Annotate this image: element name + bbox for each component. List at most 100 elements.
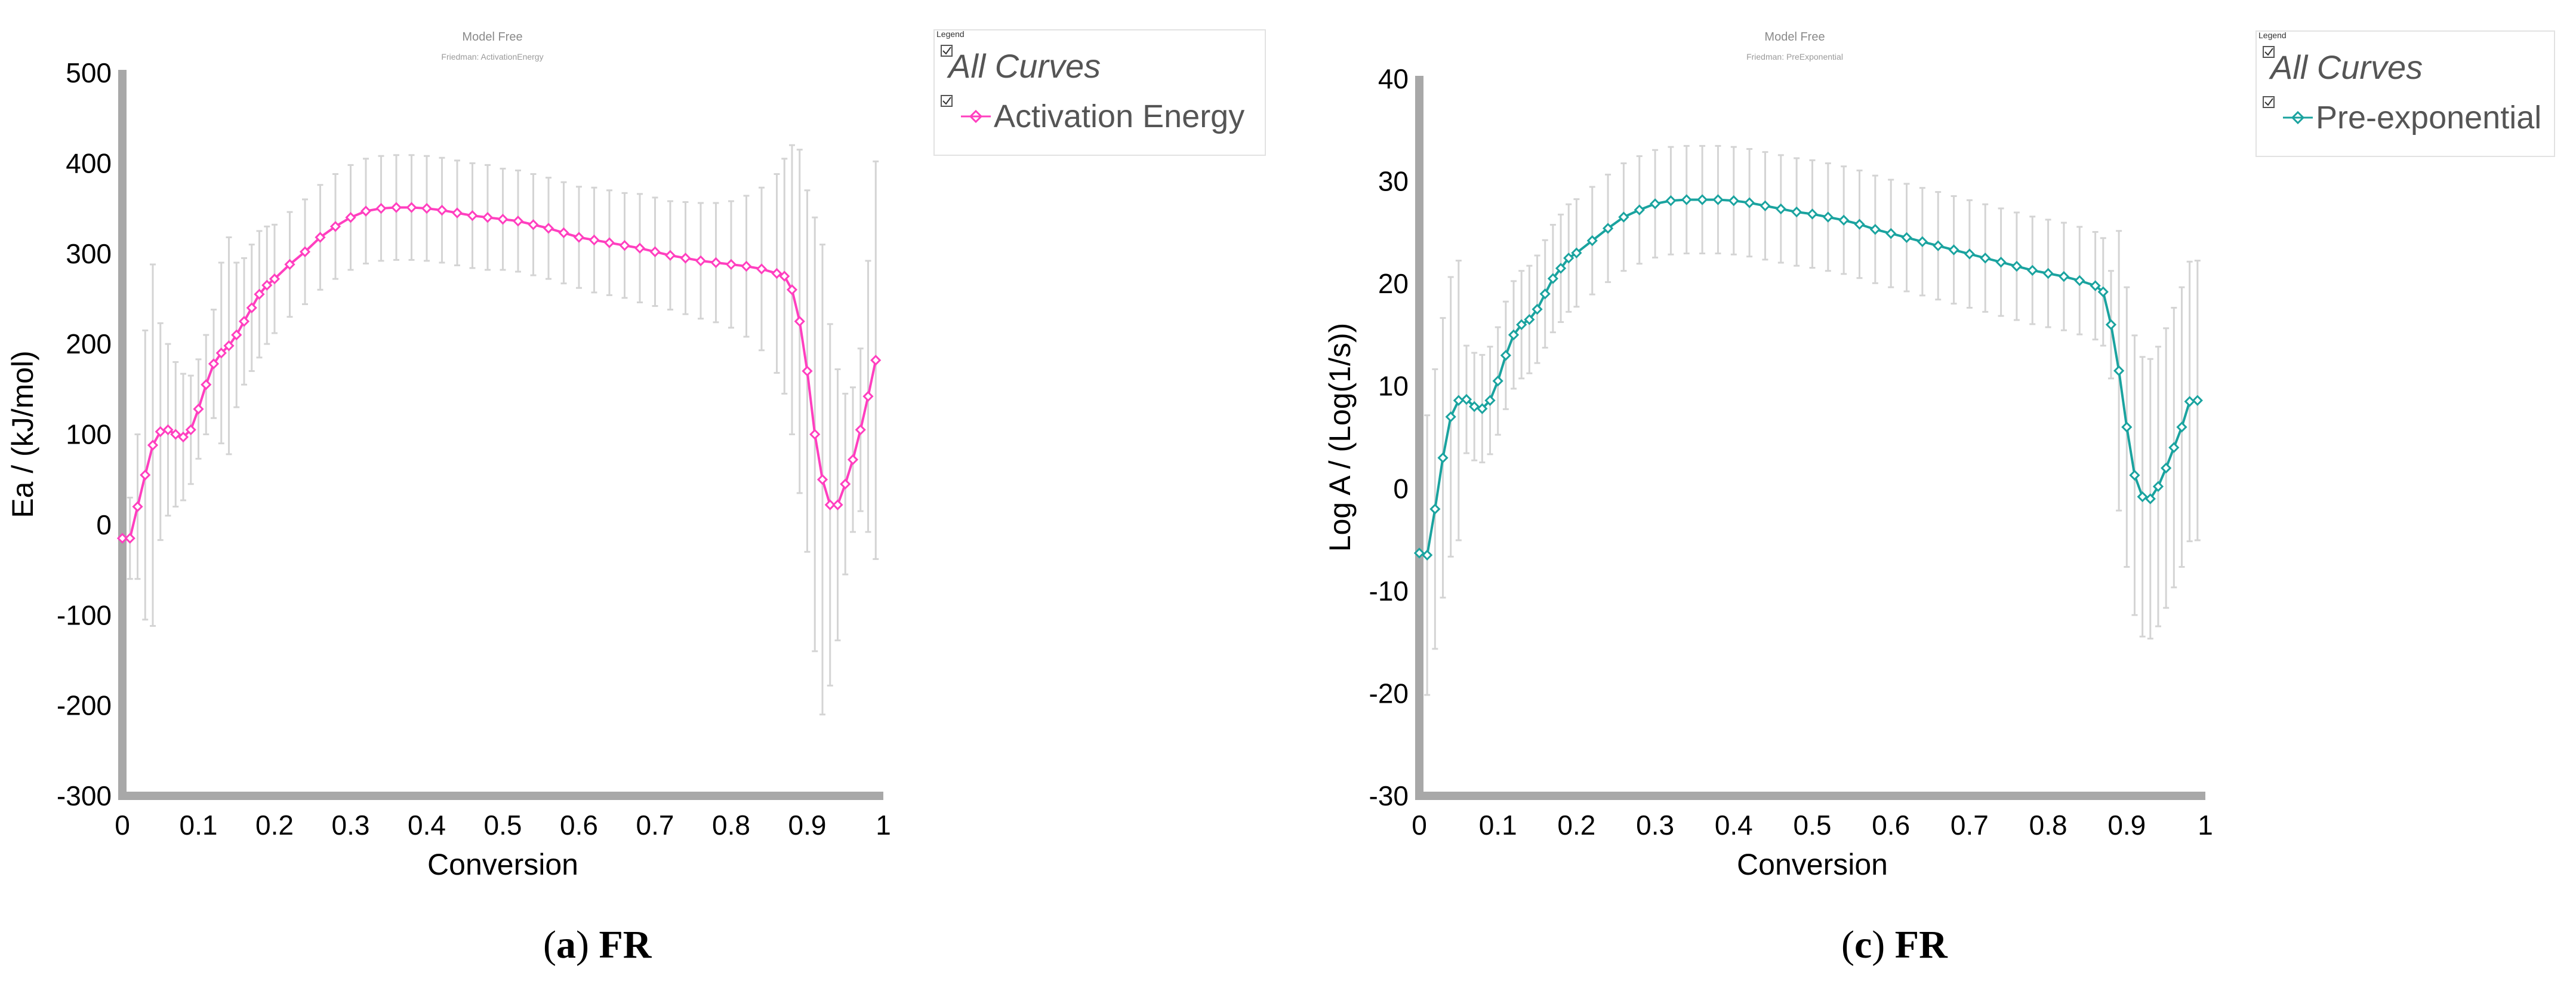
data-point bbox=[2027, 264, 2038, 276]
x-tick-label: 0.4 bbox=[408, 810, 446, 841]
data-point bbox=[2011, 260, 2023, 272]
y-tick-label: 10 bbox=[1378, 371, 1409, 402]
y-tick-label: 0 bbox=[1393, 473, 1409, 504]
y-tick-label: 500 bbox=[66, 57, 112, 88]
data-point bbox=[588, 234, 600, 246]
data-point bbox=[315, 232, 326, 243]
data-point bbox=[756, 263, 768, 275]
data-point bbox=[1429, 503, 1441, 515]
data-point bbox=[1500, 350, 1511, 361]
data-point bbox=[1791, 206, 1802, 218]
data-point bbox=[269, 273, 281, 285]
data-point bbox=[451, 207, 463, 219]
data-point bbox=[1571, 247, 1582, 259]
data-point bbox=[710, 257, 722, 269]
legend-all-curves: All Curves bbox=[2269, 48, 2423, 86]
x-tick-label: 0.1 bbox=[1479, 810, 1517, 841]
data-point bbox=[771, 267, 782, 279]
caption-a-open: ( bbox=[543, 923, 556, 967]
data-point bbox=[1508, 329, 1520, 341]
data-point bbox=[1477, 403, 1488, 414]
caption-c-method: FR bbox=[1894, 923, 1948, 967]
data-point bbox=[2161, 462, 2172, 474]
data-point bbox=[1995, 256, 2007, 268]
x-tick-label: 0.3 bbox=[1636, 810, 1674, 841]
data-point bbox=[1524, 314, 1535, 325]
data-point bbox=[1413, 547, 1425, 559]
data-point bbox=[2113, 365, 2125, 377]
caption-c-open: ( bbox=[1841, 923, 1854, 967]
caption-c-close: ) bbox=[1872, 923, 1895, 967]
data-point bbox=[847, 454, 859, 466]
data-point bbox=[124, 533, 135, 544]
data-point bbox=[543, 223, 554, 234]
data-point bbox=[816, 474, 828, 485]
data-point bbox=[1775, 203, 1786, 215]
data-point bbox=[2168, 442, 2180, 453]
x-tick-label: 0.3 bbox=[332, 810, 370, 841]
data-point bbox=[832, 499, 843, 510]
legend-all-curves: All Curves bbox=[947, 47, 1101, 85]
y-tick-label: -100 bbox=[57, 599, 112, 630]
legend-title: Legend bbox=[2258, 30, 2287, 40]
data-point bbox=[1948, 244, 1959, 256]
caption-a: (a) FR bbox=[543, 922, 651, 968]
x-axis-label: Conversion bbox=[427, 848, 578, 881]
x-axis-label: Conversion bbox=[1737, 848, 1888, 881]
y-tick-label: -200 bbox=[57, 690, 112, 721]
data-point bbox=[824, 499, 836, 510]
chart-header-title: Model Free bbox=[1764, 30, 1825, 44]
y-tick-label: 300 bbox=[66, 238, 112, 269]
data-point bbox=[170, 429, 181, 440]
data-point bbox=[528, 219, 539, 230]
chart-header-title: Model Free bbox=[462, 30, 522, 44]
check-icon bbox=[942, 47, 951, 55]
y-tick-label: 400 bbox=[66, 147, 112, 179]
x-tick-label: 1 bbox=[2198, 810, 2213, 841]
x-tick-label: 0 bbox=[1412, 810, 1427, 841]
data-point bbox=[1822, 211, 1834, 223]
data-point bbox=[329, 221, 341, 232]
legend-series-label: Activation Energy bbox=[994, 99, 1244, 134]
data-point bbox=[223, 340, 235, 352]
data-point bbox=[231, 329, 242, 341]
data-point bbox=[2074, 275, 2085, 287]
data-point bbox=[177, 431, 189, 443]
y-tick-label: 40 bbox=[1378, 63, 1409, 94]
check-icon bbox=[942, 97, 951, 105]
data-point bbox=[375, 202, 387, 214]
y-tick-label: 30 bbox=[1378, 166, 1409, 197]
data-point bbox=[725, 259, 737, 270]
chart-header-subtitle: Friedman: ActivationEnergy bbox=[441, 52, 543, 61]
data-point bbox=[261, 279, 273, 291]
data-point bbox=[2192, 395, 2203, 406]
y-tick-label: 20 bbox=[1378, 268, 1409, 299]
chart-header-subtitle: Friedman: PreExponential bbox=[1746, 52, 1843, 61]
x-tick-label: 0.7 bbox=[1951, 810, 1989, 841]
x-tick-label: 0.4 bbox=[1715, 810, 1753, 841]
data-point bbox=[1854, 219, 1865, 230]
series-line bbox=[1419, 198, 2198, 557]
x-tick-label: 1 bbox=[876, 810, 891, 841]
legend-series-label: Pre-exponential bbox=[2316, 100, 2541, 136]
caption-a-method: FR bbox=[599, 923, 652, 967]
data-point bbox=[1437, 452, 1449, 463]
data-point bbox=[238, 316, 250, 327]
data-point bbox=[802, 365, 813, 377]
data-point bbox=[1460, 393, 1472, 405]
legend-title: Legend bbox=[936, 29, 965, 39]
legend-checkbox bbox=[941, 95, 953, 107]
data-point bbox=[406, 202, 417, 213]
data-point bbox=[558, 227, 569, 239]
data-point bbox=[695, 255, 707, 266]
y-axis-label: Ea / (kJ/mol) bbox=[6, 350, 39, 518]
y-tick-label: -10 bbox=[1369, 576, 1409, 607]
x-tick-label: 0.1 bbox=[180, 810, 218, 841]
data-point bbox=[2176, 421, 2187, 433]
data-point bbox=[1744, 197, 1755, 208]
x-tick-label: 0.5 bbox=[484, 810, 522, 841]
data-point bbox=[193, 403, 204, 415]
caption-a-close: ) bbox=[575, 923, 599, 967]
x-tick-label: 0.9 bbox=[2107, 810, 2146, 841]
